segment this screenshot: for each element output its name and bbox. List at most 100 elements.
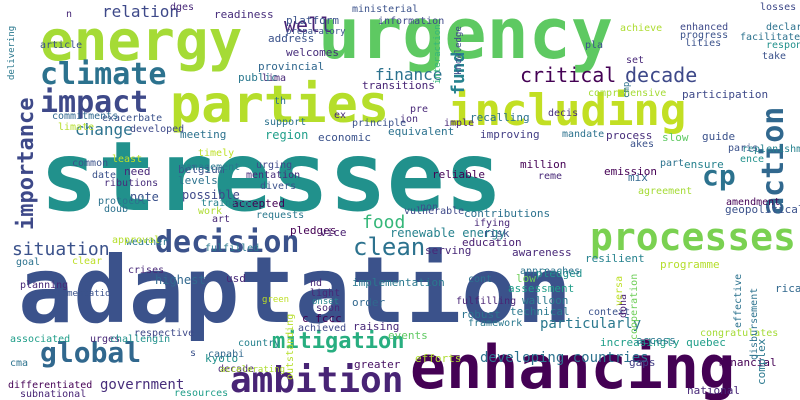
word: fulfilling — [456, 296, 516, 307]
word: preparatory — [286, 27, 346, 37]
word: knowledge — [454, 26, 464, 75]
word: need — [124, 165, 151, 178]
word: ensure — [684, 158, 724, 171]
word: recalling — [470, 111, 530, 124]
word: n — [66, 9, 72, 20]
word: note — [130, 190, 159, 204]
word: energy — [40, 9, 242, 74]
word: outstanding — [285, 314, 296, 380]
word: least — [112, 154, 142, 165]
word: programme — [660, 258, 720, 271]
word: interaction — [433, 24, 443, 84]
word: fulfilled — [205, 243, 259, 254]
word: effective — [733, 274, 744, 328]
word: information — [378, 16, 444, 27]
word: processes — [590, 215, 796, 259]
word: ributions — [104, 178, 158, 189]
word: challengin — [110, 334, 170, 345]
word: well — [284, 13, 332, 37]
word: requests — [256, 210, 304, 221]
word: pledged — [536, 267, 582, 280]
word: cont — [468, 274, 492, 285]
word: training — [201, 198, 249, 209]
word: onset — [312, 297, 339, 307]
word: cma — [10, 358, 28, 369]
word: green — [262, 295, 289, 305]
word: risk — [483, 227, 510, 240]
word: enhanced — [680, 22, 728, 33]
word: public — [238, 71, 278, 84]
word: take — [762, 51, 786, 62]
word: resources — [174, 388, 228, 399]
word: light — [310, 288, 340, 299]
word: th — [274, 96, 286, 107]
word: including — [448, 85, 686, 136]
word: resilient — [585, 252, 645, 265]
word: renewable energy — [390, 226, 506, 240]
word: article — [40, 40, 82, 51]
word: s — [190, 348, 196, 359]
word: art — [212, 214, 230, 225]
word: respective — [134, 328, 194, 339]
word: planning — [20, 280, 68, 291]
word: ex — [334, 110, 346, 121]
word: support — [264, 117, 306, 128]
word: congratulates — [700, 328, 778, 339]
word: greater — [354, 358, 401, 371]
word: implementation — [352, 276, 445, 289]
word: lima — [262, 73, 286, 84]
word: weather — [126, 237, 168, 248]
word: disbursement — [749, 288, 760, 360]
word: cooperation — [629, 274, 640, 340]
word: robust — [461, 308, 501, 321]
word: contributions — [464, 207, 550, 220]
word: implementatio — [40, 289, 110, 299]
word: change — [75, 120, 133, 139]
word: events — [388, 329, 428, 342]
word: readiness — [214, 8, 274, 21]
word: pla — [585, 40, 603, 51]
word: meeting — [180, 128, 226, 141]
word: order — [352, 296, 385, 309]
word: approval — [112, 235, 160, 246]
word: comprehensive — [588, 88, 666, 99]
word: facilitate — [740, 32, 800, 43]
word: responsibilities — [766, 40, 800, 51]
word: region — [265, 128, 308, 142]
word: stresses — [40, 121, 502, 233]
word: agreement — [638, 186, 692, 197]
word: nd — [310, 278, 322, 289]
word: government — [100, 377, 184, 393]
word: ifying — [474, 218, 510, 229]
word: education — [462, 236, 522, 249]
word: clear — [72, 256, 102, 267]
word: national — [687, 384, 740, 397]
word: non — [420, 202, 438, 213]
word: rica — [775, 282, 800, 295]
word: soon — [316, 303, 340, 314]
word: economic — [318, 131, 371, 144]
word: doub — [104, 204, 128, 215]
word: urgency — [318, 0, 613, 75]
word: assessment — [508, 282, 574, 295]
word: levels — [178, 174, 218, 187]
word: cmp — [622, 82, 632, 98]
word: enhancing — [410, 333, 735, 400]
word: pledges — [290, 224, 336, 237]
word: principle — [352, 118, 406, 129]
word: vulnerable — [404, 206, 464, 217]
word: access — [636, 334, 676, 347]
word: raising — [353, 320, 399, 333]
word: complex — [755, 338, 768, 385]
word: low — [516, 272, 536, 285]
word: exacerbate — [102, 113, 162, 124]
word: equivalent — [388, 125, 454, 138]
word: set — [626, 55, 644, 66]
word: decade — [625, 63, 697, 87]
word: approaches — [520, 266, 580, 277]
word: decis — [548, 108, 578, 119]
word: financial — [717, 356, 777, 369]
word: possible — [182, 188, 240, 202]
word: replenishment — [742, 144, 800, 155]
